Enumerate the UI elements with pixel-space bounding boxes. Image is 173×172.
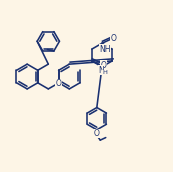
Text: N: N <box>98 66 104 75</box>
Text: H: H <box>102 70 107 75</box>
Text: NH: NH <box>99 45 111 54</box>
Text: O: O <box>111 34 116 44</box>
Text: O: O <box>100 61 106 70</box>
Text: O: O <box>94 129 100 138</box>
Text: O: O <box>55 79 61 88</box>
